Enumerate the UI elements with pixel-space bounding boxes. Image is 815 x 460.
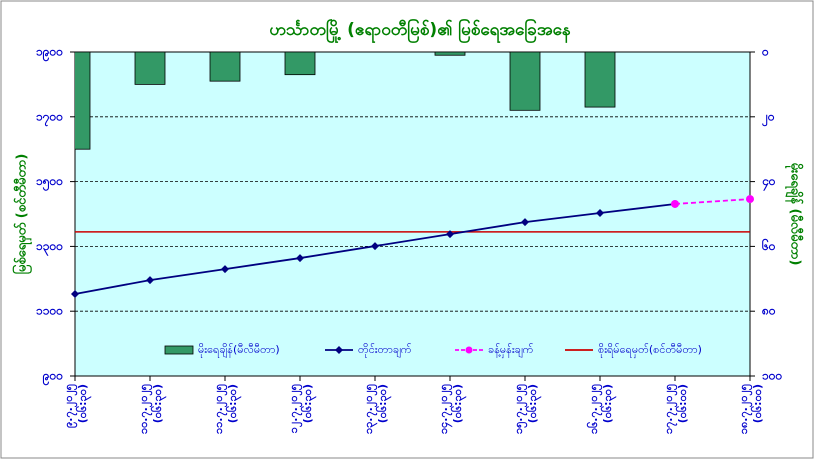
- x-tick-label: (၀၆:၃၀): [526, 384, 542, 423]
- point: [371, 242, 379, 251]
- x-tick-label: ၁၈.၇.၂၀၂၅: [737, 383, 753, 434]
- point: [746, 195, 754, 204]
- bar: [434, 52, 466, 56]
- legend-label: တိုင်းတာချက်: [358, 343, 412, 358]
- x-tick-label: (၀၆:၃၀): [151, 384, 167, 423]
- y2-tick-label: ၆၀: [761, 237, 776, 253]
- y2-tick-label: ၄၀: [761, 174, 776, 192]
- x-tick-label: ၁၄.၇.၂၀၂၅: [437, 383, 453, 434]
- x-tick-label: ၁၁.၇.၂၀၂၅: [212, 383, 228, 434]
- x-tick-label: (၀၆:၃၀): [76, 384, 92, 423]
- x-tick-label: (၀၆:၃၀): [226, 384, 242, 423]
- y2-axis-label: မိုးရေချိန် (မီလီမီတာ): [785, 163, 805, 266]
- y2-tick-label: ၀: [761, 45, 769, 59]
- legend-swatch: [465, 346, 473, 354]
- x-tick-label: ၁၅.၇.၂၀၂၅: [512, 383, 528, 434]
- y-axis-label: မြစ်ရေမှတ် (စင်တီမီတာ): [12, 154, 33, 275]
- x-tick-label: (၀၆:၀၀): [751, 384, 764, 423]
- legend-swatch: [335, 346, 343, 354]
- x-tick-label: (၀၆:၀၀): [676, 384, 689, 423]
- point: [671, 199, 679, 208]
- bar: [509, 52, 541, 111]
- y2-tick-label: ၂၀: [761, 109, 775, 127]
- y2-tick-label: ၁၀၀: [762, 369, 783, 383]
- x-tick-label: ၁၀.၇.၂၀၂၅: [137, 383, 153, 434]
- x-tick-label: (၀၆:၃၀): [376, 384, 392, 423]
- x-tick-label: ၁၂.၇.၂၀၂၅: [287, 383, 303, 433]
- y-tick-label: ၁၁၀၀: [36, 304, 63, 318]
- y2-tick-label: ၈၀: [761, 304, 776, 318]
- y-tick-label: ၁၃၀၀: [36, 239, 63, 257]
- point: [146, 276, 154, 285]
- bar: [584, 52, 616, 108]
- x-tick-label: ၉.၇.၂၀၂၅: [62, 383, 78, 428]
- bar: [75, 52, 91, 150]
- point: [71, 290, 79, 299]
- x-tick-label: (၀၆:၃၀): [301, 384, 317, 423]
- x-tick-label: ၁၃.၇.၂၀၂၅: [362, 383, 378, 434]
- point: [521, 218, 529, 227]
- y-tick-label: ၁၅၀၀: [36, 174, 63, 192]
- y-tick-label: ၉၀၀: [42, 369, 64, 387]
- point: [446, 230, 454, 239]
- bar: [134, 52, 166, 85]
- legend-label: မိုးရေချိန်(မီလီမီတာ): [198, 343, 280, 358]
- chart-title: ဟင်္သာတမြို့ (ဧရာဝတီမြစ်)၏ မြစ်ရေအခြေအနေ: [269, 17, 570, 44]
- line: [674, 198, 751, 205]
- legend-label: ခန့်မှန်းချက်: [488, 343, 534, 358]
- plot-area: [74, 51, 751, 377]
- legend-swatch: [164, 345, 194, 355]
- x-tick-label: ၁၇.၇.၂၀၂၅: [662, 383, 678, 434]
- bar: [209, 52, 241, 82]
- x-tick-label: ၁၆.၇.၂၀၂၅: [587, 383, 603, 434]
- point: [221, 265, 229, 274]
- point: [296, 254, 304, 263]
- y-tick-label: ၁၉၀၀: [36, 45, 63, 63]
- legend-label: စိုးရိမ်ရေမှတ်(စင်တီမီတာ): [598, 343, 702, 358]
- y-tick-label: ၁၇၀၀: [36, 109, 63, 127]
- x-tick-label: (၀၆:၃၀): [601, 384, 617, 423]
- x-tick-label: (၀၆:၃၀): [451, 384, 467, 423]
- bar: [284, 52, 316, 76]
- point: [596, 209, 604, 218]
